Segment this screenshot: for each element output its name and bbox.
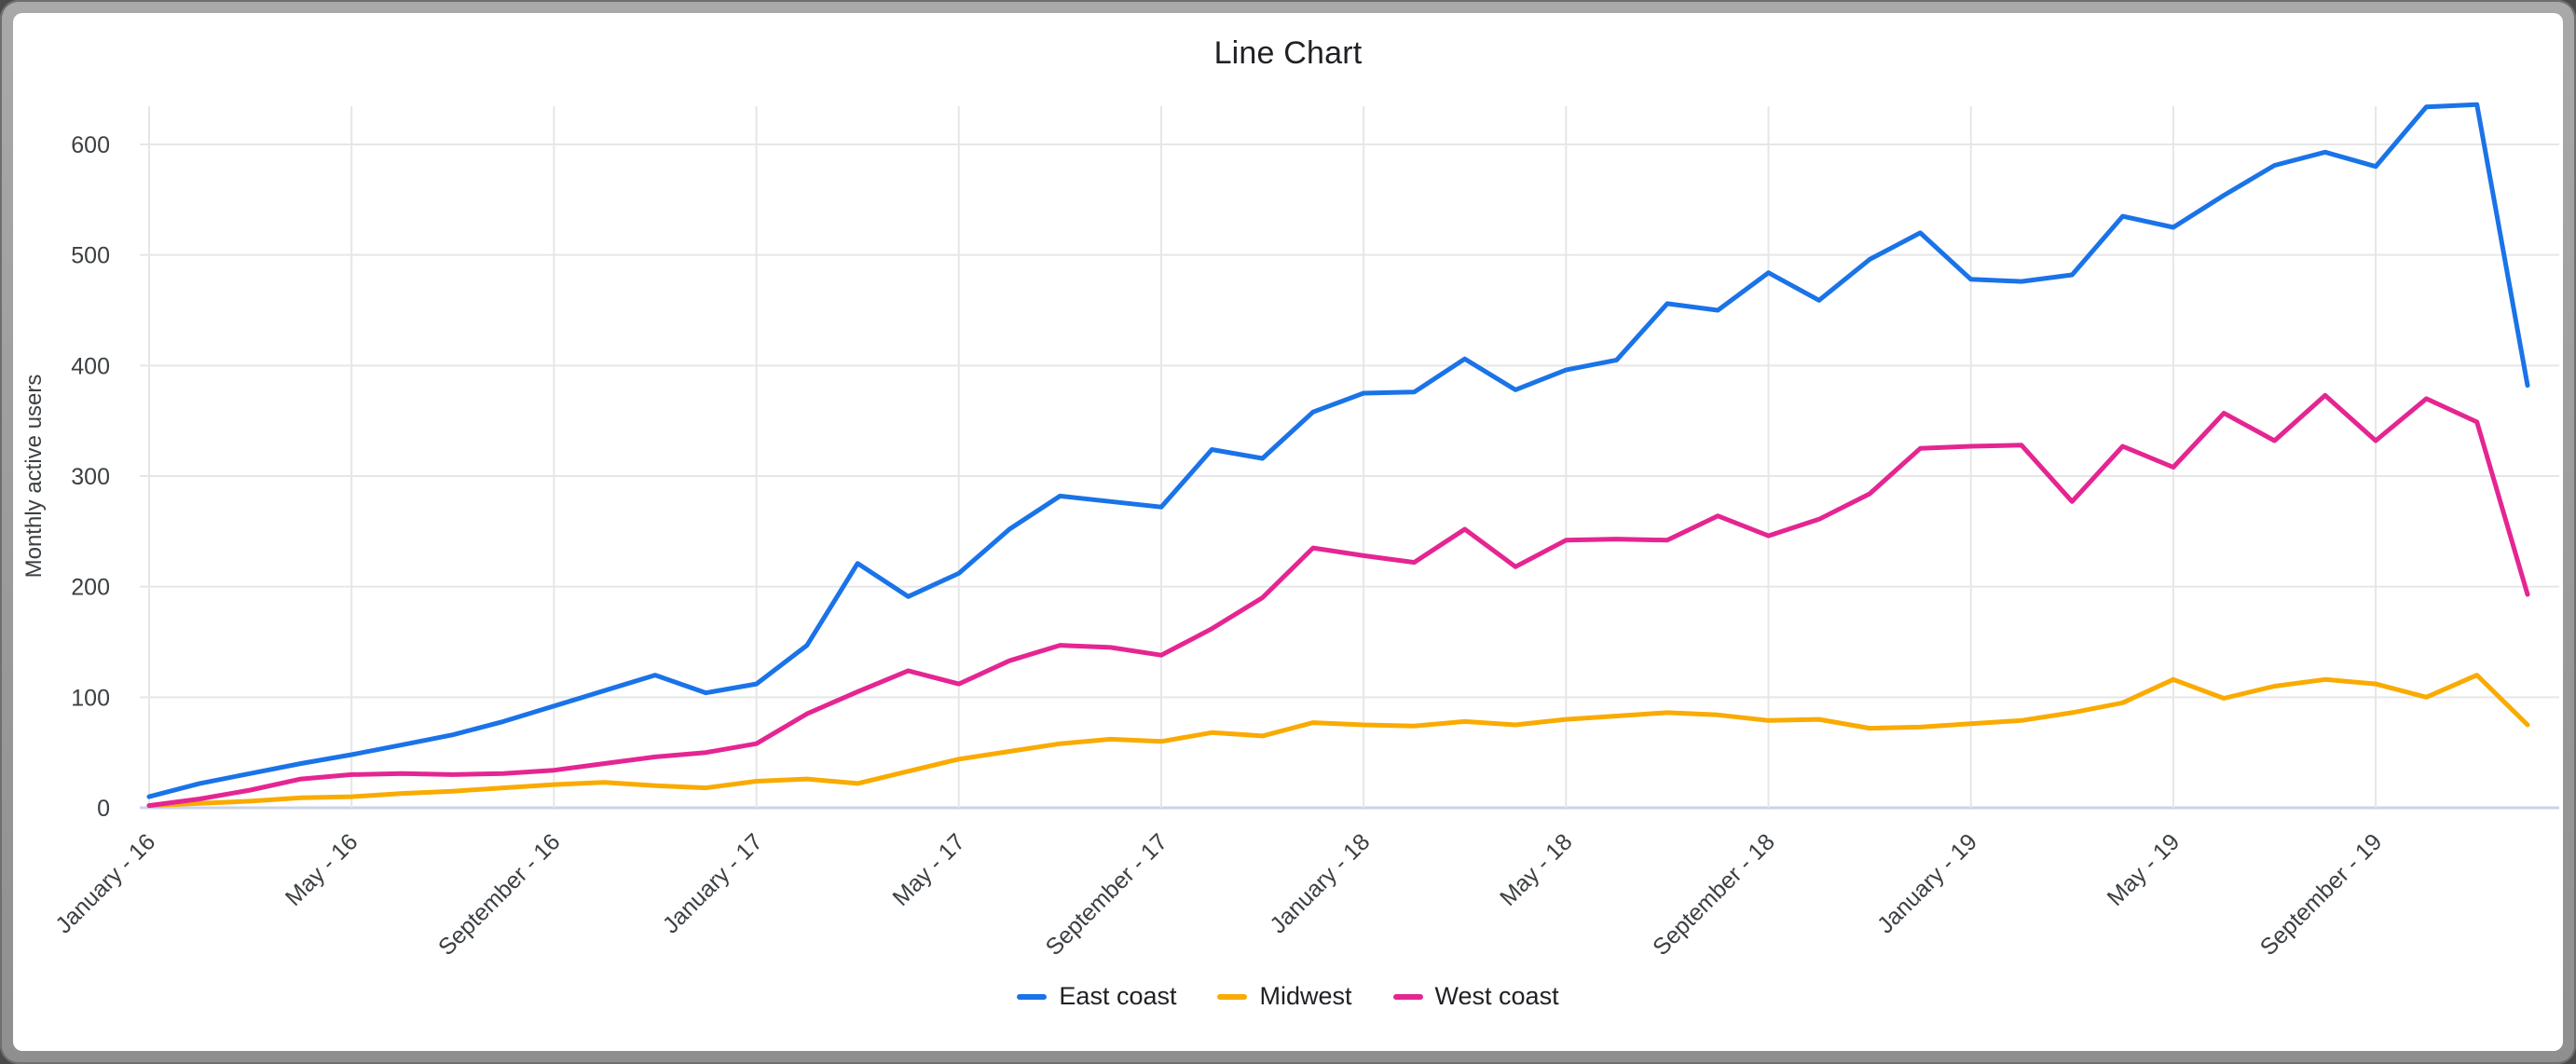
x-tick-label: January - 18 <box>1265 828 1375 938</box>
y-tick-label: 0 <box>97 796 110 822</box>
x-tick-label: May - 18 <box>1495 828 1578 911</box>
y-tick-label: 600 <box>71 132 110 158</box>
x-tick-label: January - 16 <box>50 828 160 938</box>
legend-item-east-coast[interactable]: East coast <box>1017 982 1176 1011</box>
x-tick-label: September - 18 <box>1648 828 1780 961</box>
y-tick-label: 200 <box>71 575 110 601</box>
line-chart[interactable]: 0 100 200 300 400 500 600 January - 16 May - 16 S… <box>13 13 2563 1051</box>
x-tick-label: September - 16 <box>433 828 566 961</box>
x-tick-label: January - 17 <box>658 828 768 938</box>
y-tick-label: 100 <box>71 685 110 711</box>
midwest-swatch-icon <box>1217 993 1248 1000</box>
y-tick-label: 300 <box>71 464 110 490</box>
west-coast-swatch-icon <box>1392 993 1423 1000</box>
legend-item-west-coast[interactable]: West coast <box>1392 982 1559 1011</box>
x-tick-label: May - 17 <box>887 828 970 911</box>
chart-panel: 0 100 200 300 400 500 600 January - 16 May - 16 S… <box>13 13 2563 1051</box>
y-tick-label: 400 <box>71 353 110 379</box>
legend-label: East coast <box>1059 982 1177 1010</box>
x-tick-label: May - 16 <box>281 828 363 911</box>
chart-legend: East coast Midwest West coast <box>13 982 2563 1011</box>
x-tick-label: September - 17 <box>1041 828 1173 961</box>
y-axis-title: Monthly active users <box>21 375 47 579</box>
legend-label: Midwest <box>1259 982 1352 1010</box>
east-coast-swatch-icon <box>1017 993 1048 1000</box>
series-line-east-coast[interactable] <box>146 102 2530 799</box>
x-tick-label: May - 19 <box>2103 828 2185 911</box>
y-tick-label: 500 <box>71 243 110 269</box>
x-tick-label: January - 19 <box>1872 828 1982 938</box>
chart-canvas[interactable]: 0 100 200 300 400 500 600 January - 16 May - 16 S… <box>13 13 2563 1051</box>
chart-title: Line Chart <box>1213 35 1363 71</box>
legend-label: West coast <box>1434 982 1559 1010</box>
series-line-west-coast[interactable] <box>146 392 2530 809</box>
series-line-midwest[interactable] <box>146 673 2530 809</box>
legend-item-midwest[interactable]: Midwest <box>1217 982 1352 1011</box>
x-tick-label: September - 19 <box>2255 828 2388 961</box>
